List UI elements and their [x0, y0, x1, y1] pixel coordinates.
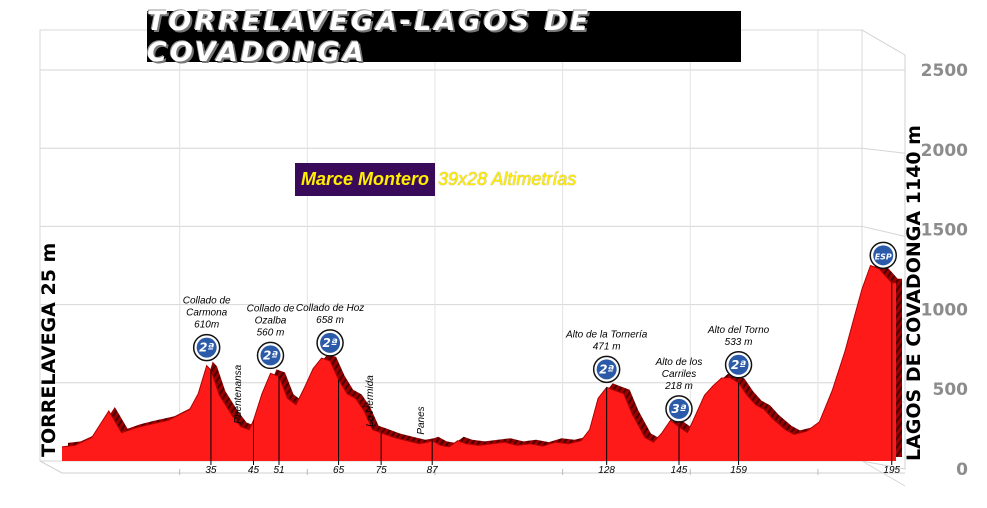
- climb-label: 560 m: [257, 327, 285, 338]
- climb-label: Alto de la Tornería: [565, 329, 648, 340]
- climb-label: 471 m: [593, 341, 621, 352]
- category-badge-fill: [728, 354, 749, 375]
- author-credit: Marce Montero 39x28 Altimetrías: [295, 162, 576, 196]
- elevation-profile: [61, 261, 902, 461]
- km-markers: 35 45 51 65 75 87 128 145 159 195: [205, 282, 901, 476]
- chart-title: TORRELAVEGA-LAGOS DE COVADONGA: [147, 5, 592, 68]
- climb: ESP: [869, 241, 897, 270]
- km-marker-label: 65: [333, 465, 345, 476]
- km-marker-label: 159: [730, 465, 747, 476]
- category-label: 2ª: [731, 358, 746, 372]
- gridline-side: [861, 460, 906, 487]
- category-badge-fill: [260, 345, 281, 366]
- category-label: 3ª: [671, 402, 686, 416]
- climb-label: 658 m: [316, 315, 344, 326]
- start-label: TORRELAVEGA 25 m: [38, 242, 60, 457]
- author-name: Marce Montero: [295, 162, 436, 196]
- climb-label: 218 m: [664, 381, 693, 392]
- end-label: LAGOS DE COVADONGA 1140 m: [903, 125, 925, 461]
- climb-label: Collado de: [247, 303, 295, 314]
- category-label: 2ª: [323, 336, 338, 350]
- climb-label: Alto de los: [655, 357, 703, 368]
- km-marker-label: 51: [273, 465, 284, 476]
- climb-label: Collado de Hoz: [296, 303, 364, 314]
- y-tick-label: 2000: [921, 141, 968, 161]
- climb-label: Ozalba: [255, 315, 287, 326]
- km-marker-label: 45: [248, 465, 260, 476]
- category-badge-fill: [668, 398, 689, 419]
- km-marker-label: 145: [671, 465, 688, 476]
- place-label: Panes: [416, 406, 427, 434]
- km-marker-label: 87: [427, 465, 439, 476]
- y-tick-label: 2500: [921, 61, 968, 81]
- place-label: La Hermida: [365, 375, 376, 427]
- y-tick-label: 500: [933, 380, 969, 400]
- climb-label: 533 m: [725, 337, 753, 348]
- side-wall: [861, 29, 906, 470]
- category-badge-fill: [873, 245, 894, 266]
- places: Puentenansa La Hermida Panes: [233, 364, 427, 434]
- climb-label: Collado de: [183, 296, 231, 307]
- category-label: 2ª: [263, 348, 278, 362]
- climb-label: Carriles: [662, 369, 696, 380]
- place-label: Puentenansa: [233, 364, 244, 423]
- category-label: 2ª: [599, 362, 614, 376]
- author-subtitle: 39x28 Altimetrías: [438, 168, 577, 189]
- climb-label: 610m: [194, 320, 219, 331]
- y-axis: 0 500 1000 1500 2000 2500: [921, 61, 968, 480]
- category-badge-fill: [596, 359, 617, 380]
- km-marker-label: 195: [883, 465, 900, 476]
- gridline-side: [861, 225, 906, 237]
- km-marker-label: 128: [598, 465, 615, 476]
- category-label: ESP: [875, 252, 892, 261]
- category-badge-fill: [320, 332, 341, 353]
- y-tick-label: 0: [956, 460, 968, 480]
- climb-label: Alto del Torno: [707, 325, 770, 336]
- title-banner: TORRELAVEGA-LAGOS DE COVADONGA: [147, 6, 741, 68]
- category-badge-fill: [196, 337, 217, 358]
- climb-label: Carmona: [186, 308, 228, 319]
- floor-edge: [39, 460, 905, 474]
- y-tick-label: 1500: [921, 221, 968, 241]
- gridline-side: [861, 147, 906, 154]
- profile-area: [62, 265, 896, 461]
- km-marker-label: 35: [205, 465, 217, 476]
- category-label: 2ª: [199, 341, 214, 355]
- km-marker-label: 75: [376, 465, 388, 476]
- y-tick-label: 1000: [921, 300, 968, 320]
- profile-line: [61, 264, 896, 448]
